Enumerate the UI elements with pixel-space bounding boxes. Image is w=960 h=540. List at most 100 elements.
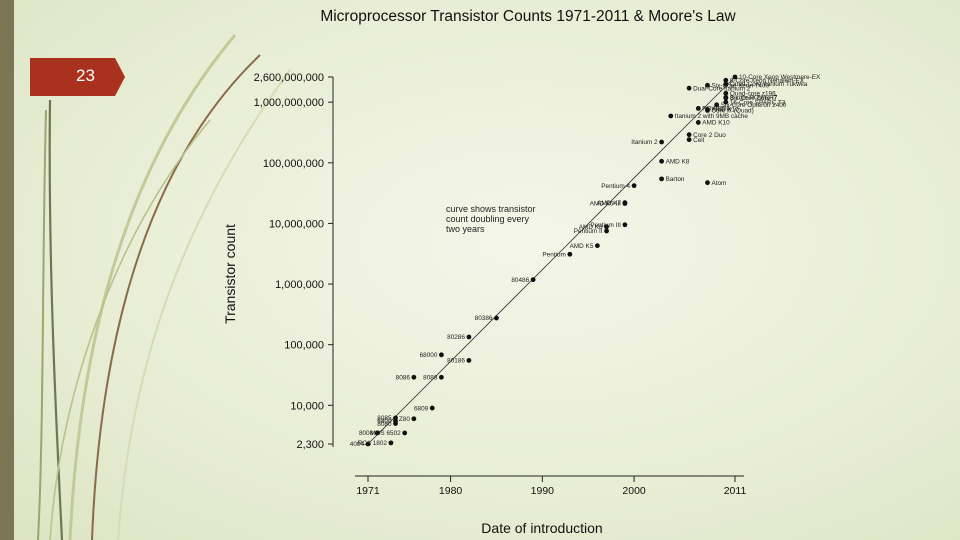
data-point	[622, 200, 628, 206]
data-point-label: AMD K7	[597, 200, 621, 207]
data-point-label: 6809	[414, 405, 429, 412]
x-tick-label: 2000	[622, 485, 646, 497]
data-point-label: Itanium 2	[631, 139, 658, 146]
data-point	[604, 228, 609, 234]
data-point-label: RCA 1802	[358, 440, 388, 447]
data-point	[723, 81, 729, 87]
data-point	[705, 180, 710, 186]
data-point-label: 16-Core SPARC T3	[730, 99, 786, 106]
data-point	[659, 158, 664, 164]
data-point-label: AMD K6	[579, 224, 603, 231]
data-point	[567, 251, 573, 257]
y-axis-label: Transistor count	[222, 224, 238, 324]
data-point-label: MOS 6502	[370, 430, 401, 437]
data-point-label: 8088	[423, 374, 438, 381]
data-point-label: AMD K8	[666, 158, 690, 165]
data-point-label: 80386	[475, 315, 493, 322]
slide-number: 23	[76, 66, 95, 85]
data-point	[365, 441, 371, 447]
data-point	[714, 102, 720, 108]
data-point	[388, 440, 394, 446]
annotation-line-2: count doubling every	[446, 214, 530, 224]
data-point-label: Quad-core z196	[730, 90, 776, 97]
data-point	[604, 224, 609, 230]
moores-law-trend-line	[367, 76, 736, 445]
data-point	[723, 90, 729, 96]
data-point	[723, 99, 729, 105]
slide-number-badge	[30, 58, 125, 96]
y-tick-label: 1,000,000,000	[254, 97, 324, 109]
data-point	[411, 416, 417, 422]
decorative-curves	[37, 34, 291, 540]
data-point-label: Core i7 (Quad)	[711, 108, 753, 115]
data-point-label: Six-Core Opteron 2400	[721, 102, 787, 109]
data-point-label: AMD K6-III	[590, 201, 621, 208]
data-point-label: Pentium	[542, 251, 565, 258]
y-tick-label: 10,000,000	[269, 218, 324, 230]
data-point	[393, 415, 398, 421]
data-point-label: Pentium 4	[601, 183, 630, 190]
data-point	[659, 176, 664, 182]
data-point-label: 8-core POWER7	[730, 95, 778, 102]
data-point-label: AMD K5	[570, 243, 594, 250]
x-tick-label: 2011	[724, 485, 747, 497]
data-point-label: Atom	[711, 180, 726, 187]
y-tick-label: 10,000	[290, 400, 324, 412]
data-point-label: Quad-Core Itanium Tukwila	[730, 81, 808, 88]
data-point-label: Cell	[693, 137, 704, 144]
data-point-label: 8008	[359, 430, 374, 437]
data-point	[668, 113, 674, 119]
y-tick-label: 2,600,000,000	[254, 72, 324, 84]
chart-title: Microprocessor Transistor Counts 1971-20…	[320, 8, 736, 25]
data-point	[723, 95, 729, 101]
data-point-label: Core 2 Duo	[693, 132, 726, 139]
data-point	[429, 405, 435, 411]
data-point-label: POWER6	[702, 106, 730, 113]
data-point	[686, 137, 692, 143]
data-point-label: Six-Core Core i7	[730, 95, 778, 102]
data-point-label: 8080	[377, 421, 392, 428]
y-tick-label: 1,000,000	[275, 279, 324, 291]
x-tick-label: 1990	[531, 485, 555, 497]
data-point	[402, 430, 408, 436]
data-point-label: Z80	[399, 416, 410, 423]
data-point	[374, 430, 380, 436]
annotation-line-1: curve shows transistor	[446, 204, 536, 214]
data-point-label: 8085	[377, 415, 392, 422]
data-point	[622, 222, 628, 228]
data-point-label: 4004	[350, 441, 365, 448]
data-point	[695, 120, 701, 125]
data-point-label: Dual-Core Itanium 2	[693, 85, 751, 92]
x-axis-label: Date of introduction	[481, 520, 602, 536]
data-point	[686, 85, 692, 91]
data-point-label: 80286	[447, 334, 465, 341]
annotation-line-3: two years	[446, 224, 485, 234]
data-point	[530, 277, 536, 283]
data-point-label: 8086	[396, 374, 411, 381]
data-point	[659, 139, 664, 145]
data-point	[723, 77, 729, 83]
data-point	[439, 374, 444, 380]
y-tick-label: 100,000	[284, 340, 324, 352]
data-point-label: Itanium 2 with 9MB cache	[675, 113, 749, 120]
data-point	[705, 82, 710, 88]
data-point-label: 6800	[377, 418, 392, 425]
data-point-label: 8-Core Xeon Nehalem-EX	[730, 77, 805, 84]
data-point	[686, 132, 692, 138]
data-point-label: 10-Core Xeon Westmere-EX	[739, 74, 821, 81]
data-point-label: 80486	[511, 277, 529, 284]
data-point-label: AMD K10	[711, 107, 739, 114]
x-tick-label: 1980	[439, 485, 463, 497]
data-point-label: 80186	[447, 358, 465, 365]
data-point	[494, 315, 499, 321]
y-tick-label: 100,000,000	[263, 158, 324, 170]
data-point	[466, 358, 472, 363]
data-point	[466, 334, 472, 340]
data-point	[411, 374, 417, 380]
y-tick-label: 2,300	[296, 439, 324, 451]
data-point-label: AMD K10	[702, 120, 730, 127]
data-point-label: 68000	[420, 352, 438, 359]
data-point	[631, 183, 637, 189]
data-point-label: Barton	[666, 176, 685, 183]
